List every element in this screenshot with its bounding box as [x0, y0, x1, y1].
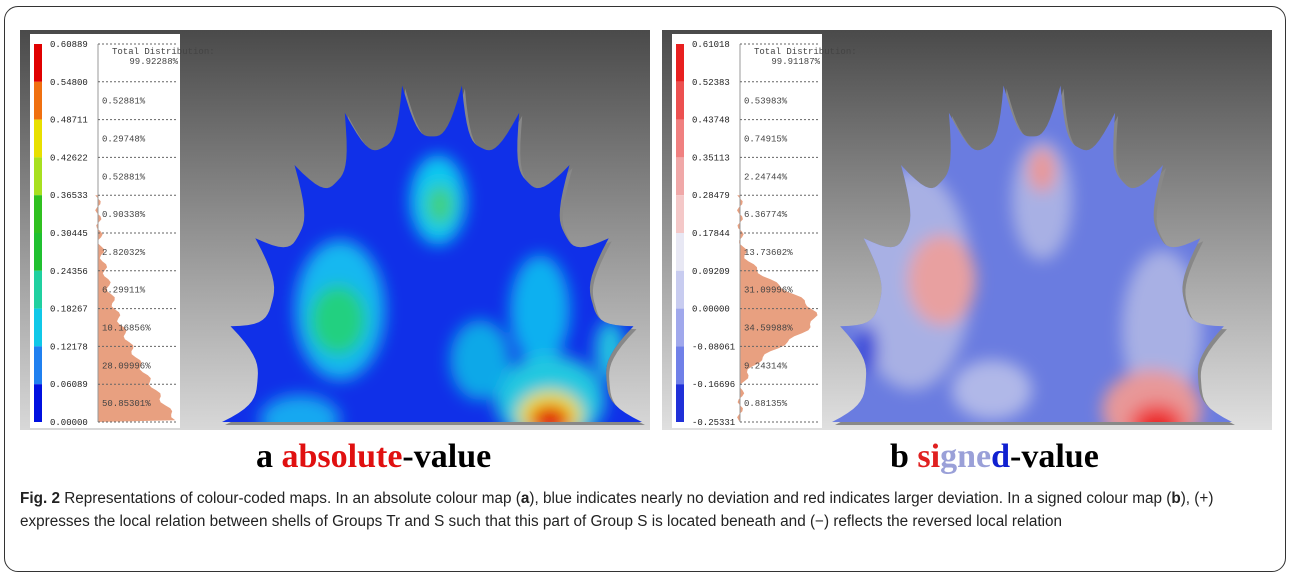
colorbar-segment: [676, 44, 684, 82]
colorbar-segment: [676, 384, 684, 422]
panel-label: a: [256, 438, 273, 475]
colorbar-segment: [676, 346, 684, 384]
percentage-label: 2.82032%: [102, 248, 146, 258]
colorbar-segment: [34, 44, 42, 82]
title-part: gne: [940, 438, 991, 475]
percentage-label: 6.36774%: [744, 210, 788, 220]
total-value: 99.92288%: [129, 57, 178, 67]
total-label: Total Distribution:: [754, 47, 857, 57]
percentage-label: 0.90338%: [102, 210, 146, 220]
caption-label: Fig. 2: [20, 490, 60, 507]
colour-blob: [510, 255, 570, 365]
colour-blob: [952, 360, 1032, 420]
percentage-label: 31.09996%: [744, 286, 793, 296]
percentage-label: 0.53983%: [744, 97, 788, 107]
caption-text: ), blue indicates nearly no deviation an…: [529, 490, 1171, 507]
tick-label: 0.12178: [50, 342, 88, 352]
percentage-label: 34.59988%: [744, 324, 793, 334]
percentage-label: 6.29911%: [102, 286, 146, 296]
tick-label: 0.36533: [50, 191, 88, 201]
panel-a-image: 0.60889 0.54800 0.48711 0.42622 0.36533 0.304…: [20, 30, 650, 430]
percentage-label: 0.29748%: [102, 135, 146, 145]
figure-caption: Fig. 2 Representations of colour-coded m…: [20, 487, 1270, 533]
panel-b-image: 0.61018 0.52383 0.43748 0.35113 0.28479 0.178…: [662, 30, 1272, 430]
tick-label: -0.16696: [692, 380, 735, 390]
colorbar-segment: [676, 157, 684, 195]
percentage-label: 0.74915%: [744, 135, 788, 145]
percentage-label: 0.88135%: [744, 399, 788, 409]
tick-label: -0.25331: [692, 418, 735, 428]
colorbar-segment: [676, 82, 684, 120]
colorbar-segment: [676, 195, 684, 233]
title-part: si: [917, 438, 940, 475]
tick-label: 0.24356: [50, 267, 88, 277]
percentage-label: 2.24744%: [744, 172, 788, 182]
colorbar-segment: [34, 82, 42, 120]
tick-label: 0.48711: [50, 116, 88, 126]
tick-label: 0.00000: [692, 305, 730, 315]
tick-label: 0.17844: [692, 229, 730, 239]
colorbar-segment: [676, 233, 684, 271]
percentage-label: 13.73602%: [744, 248, 793, 258]
colorbar-segment: [34, 195, 42, 233]
colorbar-segment: [34, 271, 42, 309]
colorbar-segment: [676, 271, 684, 309]
colour-blob: [908, 235, 976, 325]
panel-a-title: a absolute-value: [256, 438, 491, 476]
tick-label: 0.42622: [50, 153, 88, 163]
colour-blob: [310, 285, 366, 355]
total-label: Total Distribution:: [112, 47, 215, 57]
colour-blob: [426, 185, 454, 225]
tick-label: 0.30445: [50, 229, 88, 239]
tick-label: 0.09209: [692, 267, 730, 277]
colour-blob: [1028, 148, 1056, 192]
colorbar-segment: [676, 120, 684, 158]
title-part: absolute: [282, 438, 403, 475]
tick-label: 0.00000: [50, 418, 88, 428]
colorbar-segment: [34, 157, 42, 195]
tick-label: 0.06089: [50, 380, 88, 390]
title-part: -value: [1010, 438, 1099, 475]
tick-label: 0.60889: [50, 40, 88, 50]
total-value: 99.91187%: [771, 57, 820, 67]
colorbar-segment: [34, 384, 42, 422]
colour-blob: [450, 320, 510, 400]
tick-label: 0.35113: [692, 153, 730, 163]
percentage-label: 10.16856%: [102, 324, 151, 334]
tick-label: 0.18267: [50, 305, 88, 315]
tick-label: 0.52383: [692, 78, 730, 88]
title-part: -value: [402, 438, 491, 475]
colorbar-segment: [676, 309, 684, 347]
percentage-label: 50.85301%: [102, 399, 151, 409]
colorbar-segment: [34, 120, 42, 158]
colorbar-segment: [34, 233, 42, 271]
percentage-label: 0.52881%: [102, 97, 146, 107]
tick-label: 0.43748: [692, 116, 730, 126]
tick-label: 0.54800: [50, 78, 88, 88]
title-part: d: [991, 438, 1010, 475]
tick-label: 0.61018: [692, 40, 730, 50]
percentage-label: 28.09996%: [102, 361, 151, 371]
caption-text: b: [1171, 490, 1180, 507]
percentage-label: 9.24314%: [744, 361, 788, 371]
colorbar-segment: [34, 309, 42, 347]
colorbar-segment: [34, 346, 42, 384]
panel-b-title: b signed-value: [890, 438, 1099, 476]
panel-label: b: [890, 438, 909, 475]
tick-label: 0.28479: [692, 191, 730, 201]
percentage-label: 0.52881%: [102, 172, 146, 182]
caption-text: Representations of colour-coded maps. In…: [64, 490, 521, 507]
tick-label: -0.08061: [692, 342, 735, 352]
